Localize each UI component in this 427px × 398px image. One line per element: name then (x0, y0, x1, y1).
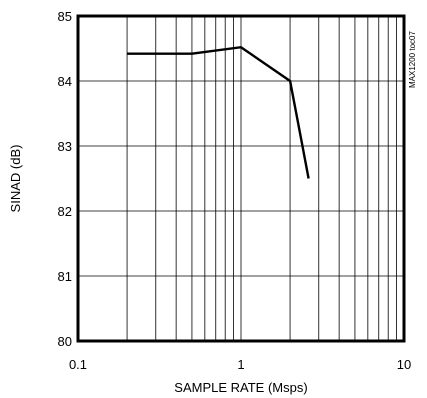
x-tick-label: 1 (237, 357, 244, 372)
figure-code-label: MAX1200 toc07 (408, 31, 417, 88)
y-axis-label: SINAD (dB) (8, 145, 23, 213)
x-axis-label: SAMPLE RATE (Msps) (174, 380, 307, 395)
y-tick-label: 85 (58, 9, 72, 24)
x-tick-labels: 0.1 1 10 (69, 357, 411, 372)
plot-frame (76, 14, 406, 343)
grid (78, 16, 404, 341)
y-tick-label: 84 (58, 74, 72, 89)
x-tick-label: 10 (397, 357, 411, 372)
y-tick-label: 83 (58, 139, 72, 154)
y-tick-labels: 80 81 82 83 84 85 (58, 9, 72, 349)
y-tick-label: 82 (58, 204, 72, 219)
series-group (127, 45, 310, 179)
x-tick-label: 0.1 (69, 357, 87, 372)
y-tick-label: 81 (58, 269, 72, 284)
series-line (127, 45, 310, 179)
y-tick-label: 80 (58, 334, 72, 349)
